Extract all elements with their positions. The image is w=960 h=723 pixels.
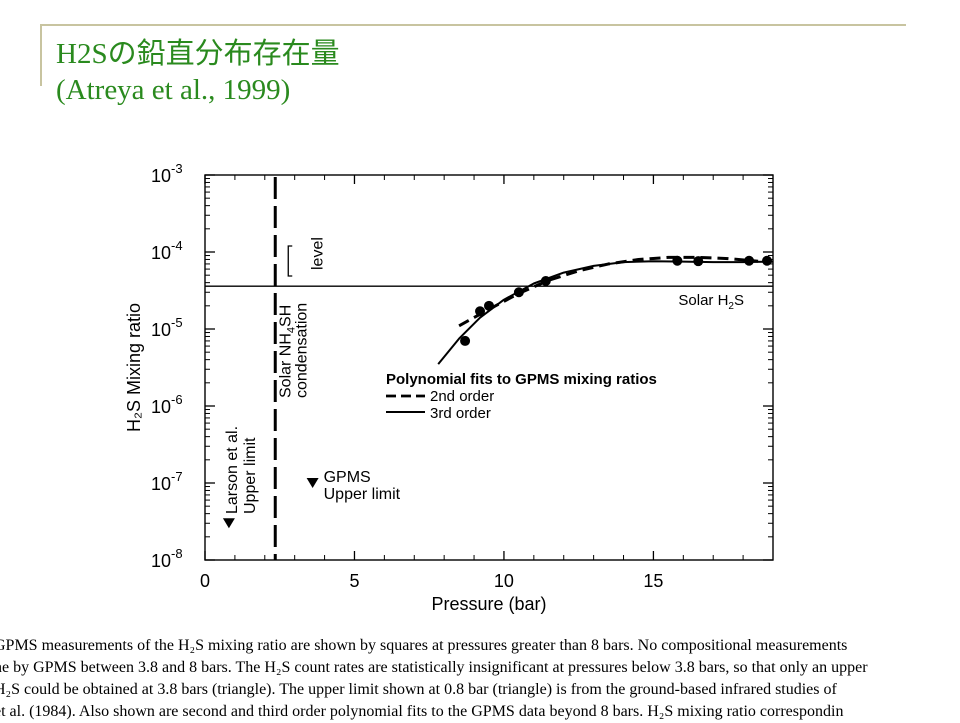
fit-3rd-order-line: [437, 260, 774, 365]
gpms-data-point: [475, 306, 486, 317]
y-tick-label: 10-4: [151, 238, 183, 263]
gpms-data-point: [484, 300, 494, 311]
polynomial-fits: [437, 255, 774, 365]
solar-h2s-reference: Solar H2S: [205, 285, 773, 312]
x-tick-label: 10: [494, 571, 514, 591]
y-tick-label: 10-7: [151, 469, 183, 494]
y-tick-label: 10-6: [151, 392, 183, 417]
y-tick-label: 10-8: [151, 546, 183, 571]
axis-labels: Pressure (bar) H₂S Mixing ratio: [124, 303, 547, 614]
axes: 0 5 10 15 10-8 10-7 10-6 10-5 10-4 10-3: [151, 161, 774, 591]
gpms-data-point: [540, 276, 551, 287]
condensation-label-line2: condensation: [293, 303, 310, 398]
plot-frame: [204, 174, 774, 561]
gpms-data-point: [693, 256, 704, 267]
slide-title-line2: (Atreya et al., 1999): [56, 74, 291, 106]
legend: Polynomial fits to GPMS mixing ratios 2n…: [386, 371, 657, 422]
slide-title: H2Sの鉛直分布存在量 (Atreya et al., 1999): [56, 36, 340, 108]
gpms-measurements: [460, 255, 773, 346]
legend-title: Polynomial fits to GPMS mixing ratios: [386, 371, 657, 388]
caption-line-3: H₂S could be obtained at 3.8 bars (trian…: [0, 681, 837, 698]
gpms-upper-limit-label: GPMS Upper limit: [324, 469, 401, 503]
gpms-data-point: [672, 255, 683, 266]
upper-limit-triangle: [306, 478, 319, 488]
larson-upper-limit-label: Larson et al.Upper limit: [224, 426, 259, 514]
legend-3rd-order-label: 3rd order: [430, 405, 491, 422]
y-tick-label: 10-5: [151, 315, 183, 340]
gpms-data-point: [762, 255, 773, 266]
caption-line-4: et al. (1984). Also shown are second and…: [0, 703, 844, 720]
upper-limit-triangle: [222, 518, 235, 529]
upper-limits: Larson et al.Upper limit GPMS Upper limit: [222, 426, 401, 529]
gpms-data-point: [744, 255, 755, 266]
y-tick-label: 10-3: [151, 161, 183, 186]
condensation-level-label: Solar NH4SH condensation level: [277, 237, 326, 398]
condensation-label-line1: Solar NH4SH: [277, 305, 297, 398]
caption-line-2: ne by GPMS between 3.8 and 8 bars. The H…: [0, 659, 868, 676]
slide-left-rule: [40, 26, 42, 86]
solar-h2s-label: Solar H2S: [678, 292, 744, 312]
legend-2nd-order-label: 2nd order: [430, 388, 494, 405]
gpms-data-point: [513, 287, 524, 298]
slide-top-rule: [40, 24, 906, 26]
x-tick-label: 15: [643, 571, 663, 591]
condensation-bracket: [287, 245, 293, 277]
slide-title-line1: H2Sの鉛直分布存在量: [56, 38, 340, 70]
y-axis-label: H₂S Mixing ratio: [124, 303, 144, 432]
x-tick-label: 5: [349, 571, 359, 591]
figure-caption: GPMS measurements of the H₂S mixing rati…: [0, 635, 960, 723]
x-tick-label: 0: [200, 571, 210, 591]
gpms-data-point: [460, 335, 471, 346]
x-axis-label: Pressure (bar): [431, 594, 546, 614]
condensation-level: Solar NH4SH condensation level: [273, 177, 326, 560]
caption-line-1: GPMS measurements of the H₂S mixing rati…: [0, 637, 848, 654]
condensation-label-line3: level: [309, 237, 326, 270]
